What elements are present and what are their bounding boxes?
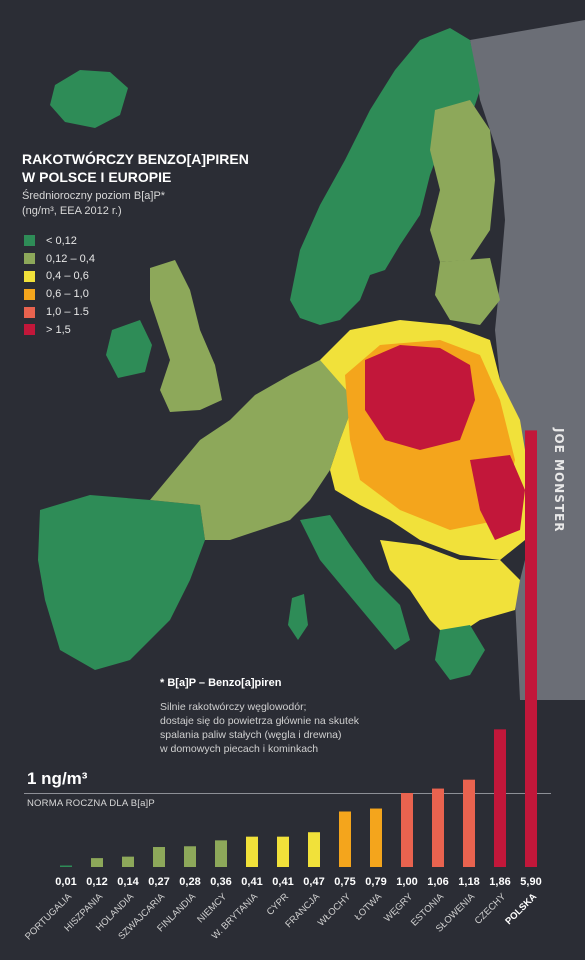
value-label: 0,27 bbox=[148, 876, 169, 888]
category-label: ŁOTWA bbox=[353, 891, 385, 923]
poland-red-zone bbox=[365, 345, 475, 450]
legend-item: < 0,12 bbox=[24, 232, 95, 250]
value-label: 0,41 bbox=[272, 876, 293, 888]
great-britain-landmass bbox=[150, 260, 222, 412]
legend-item: > 1,5 bbox=[24, 321, 95, 339]
value-label: 1,86 bbox=[489, 876, 510, 888]
bar bbox=[463, 779, 475, 867]
bar bbox=[184, 846, 196, 867]
bar bbox=[401, 793, 413, 867]
legend-swatch bbox=[24, 306, 35, 318]
value-label: 1,18 bbox=[458, 876, 479, 888]
bar bbox=[277, 836, 289, 867]
title-line-2: W POLSCE I EUROPIE bbox=[22, 169, 172, 185]
footnote-line-2: dostaje się do powietrza głównie na skut… bbox=[160, 715, 360, 727]
footnote: * B[a]P – Benzo[a]piren Silnie rakotwórc… bbox=[160, 676, 420, 756]
category-label: CYPR bbox=[265, 891, 292, 918]
subtitle-line-2: (ng/m³, EEA 2012 r.) bbox=[22, 205, 122, 217]
bar bbox=[122, 856, 134, 867]
footnote-line-4: w domowych piecach i kominkach bbox=[160, 743, 319, 755]
bar bbox=[153, 847, 165, 867]
iberia-landmass bbox=[38, 495, 205, 670]
value-label: 0,75 bbox=[334, 876, 355, 888]
footnote-line-3: spalania paliw stałych (węgla i drewna) bbox=[160, 729, 342, 741]
bar bbox=[370, 808, 382, 867]
sardinia-landmass bbox=[288, 594, 308, 640]
value-label: 5,90 bbox=[520, 876, 541, 888]
legend-item: 1,0 – 1.5 bbox=[24, 303, 95, 321]
legend-swatch bbox=[24, 324, 35, 336]
europe-map bbox=[38, 20, 585, 700]
value-label: 1,00 bbox=[396, 876, 417, 888]
subtitle-line-1: Średnioroczny poziom B[a]P* bbox=[22, 190, 166, 202]
footnote-body: Silnie rakotwórczy węglowodór; dostaje s… bbox=[160, 700, 420, 756]
legend-label: 0,4 – 0,6 bbox=[46, 270, 89, 283]
category-label: POLSKA bbox=[503, 891, 539, 927]
category-label: PORTUGALIA bbox=[23, 891, 74, 942]
value-label: 0,01 bbox=[55, 876, 76, 888]
iceland-landmass bbox=[50, 70, 128, 128]
bar bbox=[215, 840, 227, 867]
watermark: JOE MONSTER bbox=[552, 428, 566, 533]
chart-title: RAKOTWÓRCZY BENZO[A]PIREN W POLSCE I EUR… bbox=[22, 150, 252, 186]
value-label: 0,12 bbox=[86, 876, 107, 888]
legend-swatch bbox=[24, 288, 35, 300]
western-europe-landmass bbox=[150, 360, 355, 540]
legend-label: 0,12 – 0,4 bbox=[46, 252, 95, 265]
bar bbox=[246, 836, 258, 867]
legend-swatch bbox=[24, 235, 35, 247]
category-label: WŁOCHY bbox=[316, 891, 354, 929]
legend-item: 0,12 – 0,4 bbox=[24, 250, 95, 268]
chart-subtitle: Średnioroczny poziom B[a]P* (ng/m³, EEA … bbox=[22, 189, 232, 219]
legend-item: 0,4 – 0,6 bbox=[24, 268, 95, 286]
russia-landmass bbox=[470, 20, 585, 700]
scandinavia-landmass bbox=[290, 28, 480, 325]
bar bbox=[60, 865, 72, 867]
category-label: FRANCJA bbox=[283, 891, 322, 930]
bar bbox=[308, 832, 320, 867]
bar bbox=[339, 811, 351, 867]
footnote-line-1: Silnie rakotwórczy węglowodór; bbox=[160, 701, 307, 713]
value-label: 1,06 bbox=[427, 876, 448, 888]
bar bbox=[91, 858, 103, 867]
legend-swatch bbox=[24, 270, 35, 282]
norm-line bbox=[24, 793, 551, 794]
legend-label: 0,6 – 1,0 bbox=[46, 288, 89, 301]
norm-value: 1 ng/m³ bbox=[27, 769, 88, 788]
value-label: 0,47 bbox=[303, 876, 324, 888]
legend-label: 1,0 – 1.5 bbox=[46, 306, 89, 319]
value-label: 0,41 bbox=[241, 876, 262, 888]
value-label: 0,14 bbox=[117, 876, 139, 888]
balkans-red-zone bbox=[470, 455, 525, 540]
bar bbox=[432, 788, 444, 867]
value-label: 0,36 bbox=[210, 876, 231, 888]
value-label: 0,28 bbox=[179, 876, 200, 888]
bar bbox=[494, 729, 506, 867]
value-label: 0,79 bbox=[365, 876, 386, 888]
italy-landmass bbox=[300, 515, 410, 650]
balkans-landmass bbox=[380, 540, 520, 640]
legend-label: > 1,5 bbox=[46, 323, 71, 336]
legend-swatch bbox=[24, 253, 35, 265]
title-line-1: RAKOTWÓRCZY BENZO[A]PIREN bbox=[22, 151, 249, 167]
baltic-landmass bbox=[435, 258, 500, 325]
legend: < 0,12 0,12 – 0,4 0,4 – 0,6 0,6 – 1,0 1,… bbox=[24, 232, 95, 339]
ireland-landmass bbox=[106, 320, 152, 378]
greece-landmass bbox=[435, 625, 485, 680]
legend-item: 0,6 – 1,0 bbox=[24, 285, 95, 303]
category-label: CZECHY bbox=[473, 891, 509, 927]
norm-label: NORMA ROCZNA DLA B[a]P bbox=[27, 798, 155, 809]
finland-landmass bbox=[430, 100, 495, 262]
legend-label: < 0,12 bbox=[46, 234, 77, 247]
footnote-title: * B[a]P – Benzo[a]piren bbox=[160, 677, 282, 689]
bar bbox=[525, 430, 537, 867]
